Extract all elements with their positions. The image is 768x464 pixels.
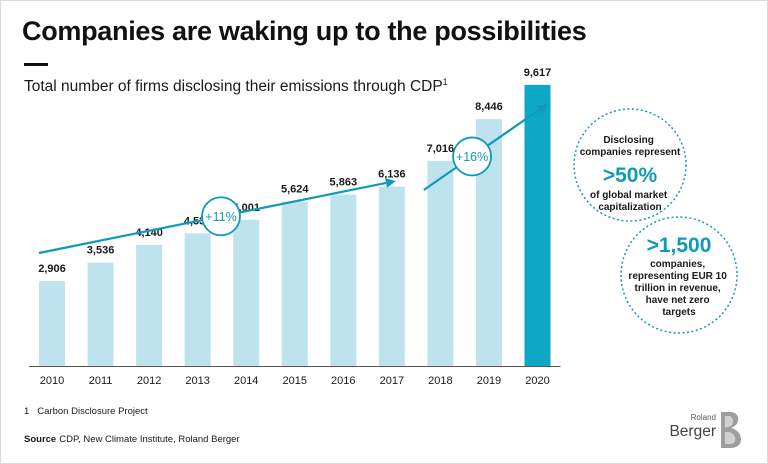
growth-arrows: +11% +16% — [38, 104, 548, 255]
growth-annotation-1-label: +11% — [205, 210, 236, 224]
callout-2-value: >1,500 — [647, 234, 712, 257]
value-label-2011: 3,536 — [87, 245, 115, 257]
value-label-2015: 5,624 — [281, 184, 309, 196]
source-line: Source CDP, New Climate Institute, Roland… — [24, 434, 240, 445]
growth-arrow-2-head — [536, 104, 548, 114]
callout-1-circle — [573, 108, 687, 222]
bar-2018 — [427, 160, 454, 366]
x-tick-label-2014: 2014 — [234, 375, 258, 387]
callout-1-tail: of global market capitalization — [590, 190, 670, 213]
x-tick-label-2018: 2018 — [428, 375, 452, 387]
growth-annotation-2-circle — [452, 136, 492, 177]
chart-subtitle-text: Total number of firms disclosing their e… — [24, 78, 443, 96]
page-title: Companies are waking up to the possibili… — [22, 16, 587, 46]
callout-2-tail: companies, representing EUR 10 trillion … — [628, 259, 729, 318]
x-tick-label-2011: 2011 — [89, 375, 113, 387]
bars-layer — [39, 84, 551, 367]
footnote-text: Carbon Disclosure Project — [37, 406, 148, 417]
bar-2015 — [281, 201, 308, 366]
logo-text-small: Roland — [690, 413, 716, 422]
x-tick-label-2019: 2019 — [477, 375, 501, 387]
roland-berger-b-icon — [721, 412, 741, 448]
x-tick-label-2016: 2016 — [331, 375, 355, 387]
bar-2010 — [39, 281, 65, 366]
value-label-2010: 2,906 — [38, 263, 66, 275]
value-label-2016: 5,863 — [330, 177, 358, 189]
chart-subtitle: Total number of firms disclosing their e… — [24, 77, 448, 96]
roland-berger-logo: Roland Berger — [668, 410, 746, 452]
growth-annotation-2-label: +16% — [456, 150, 488, 164]
bar-2017 — [378, 186, 405, 366]
x-tick-label-2017: 2017 — [380, 375, 404, 387]
callout-net-zero: >1,500 companies, representing EUR 10 tr… — [620, 216, 738, 334]
bar-2013 — [184, 233, 211, 366]
x-tick-label-2012: 2012 — [137, 375, 161, 387]
value-label-2018: 7,016 — [427, 143, 455, 155]
value-label-2017: 6,136 — [378, 169, 406, 181]
value-label-2019: 8,446 — [475, 101, 503, 113]
logo-text-big: Berger — [669, 423, 716, 440]
bar-2012 — [136, 244, 163, 366]
footnote: 1 Carbon Disclosure Project — [24, 406, 148, 417]
x-tick-labels-layer: 2010 2011 2012 2013 2014 2015 2016 2017 2018 2019… — [40, 375, 550, 387]
bar-2011 — [87, 262, 114, 366]
x-tick-label-2013: 2013 — [185, 375, 209, 387]
callout-2-circle — [620, 216, 738, 334]
source-text: CDP, New Climate Institute, Roland Berge… — [59, 434, 240, 445]
footnote-number: 1 — [24, 406, 30, 417]
callout-1-lead: Disclosing companies represent — [580, 135, 681, 158]
bar-2014 — [233, 219, 260, 366]
bar-2016 — [330, 194, 357, 366]
x-tick-label-2020: 2020 — [525, 375, 549, 387]
x-tick-label-2010: 2010 — [40, 375, 64, 387]
source-label: Source — [24, 434, 57, 445]
value-labels-layer: 2,9063,5364,1404,5395,0015,6245,8636,136… — [38, 67, 551, 275]
subtitle-footnote-mark: 1 — [442, 77, 448, 87]
value-label-2020: 9,617 — [524, 67, 552, 79]
bar-2020 — [524, 84, 551, 366]
callout-1-value: >50% — [603, 164, 658, 187]
growth-arrow-1-head — [385, 178, 396, 188]
title-underline — [24, 63, 48, 66]
x-tick-label-2015: 2015 — [283, 375, 307, 387]
callout-market-cap: Disclosing companies represent >50% of g… — [573, 108, 687, 222]
growth-annotation-1-circle — [201, 196, 241, 237]
